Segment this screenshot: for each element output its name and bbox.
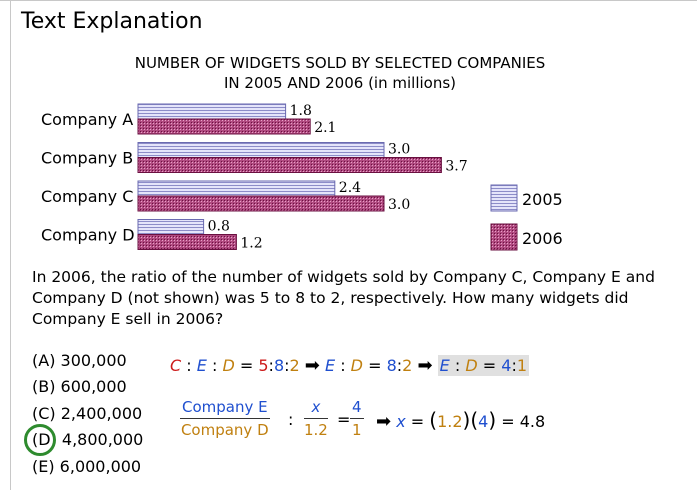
bar-value-label: 3.0 — [388, 142, 410, 158]
frame-left-border — [10, 0, 11, 490]
fraction-company-e-over-d: Company E Company D — [180, 398, 270, 439]
bar-2005 — [137, 142, 385, 158]
equals-symbol: = — [337, 410, 351, 429]
category-label: Company D — [41, 226, 135, 245]
question-text: In 2006, the ratio of the number of widg… — [32, 268, 655, 328]
colon-symbol: : — [288, 410, 294, 429]
fraction-x-over-1-2: x 1.2 — [304, 398, 328, 439]
bar-value-label: 1.2 — [240, 236, 262, 252]
category-label: Company C — [41, 187, 133, 206]
legend-label: 2005 — [522, 190, 563, 209]
answer-choice-d[interactable]: (D) 4,800,000 — [32, 430, 144, 449]
bar-value-label: 3.7 — [445, 159, 467, 175]
legend-label: 2006 — [522, 229, 563, 248]
bar-2006 — [137, 195, 385, 212]
legend-swatch-2006 — [490, 223, 518, 251]
arrow-icon: ➡ — [417, 355, 433, 376]
final-calculation: ➡ x = (1.2)(4) = 4.8 — [376, 408, 546, 432]
answer-choice-e[interactable]: (E) 6,000,000 — [32, 457, 142, 476]
ratio-derivation: C : E : D = 5:8:2 ➡ E : D = 8:2 ➡ E : D … — [170, 355, 530, 376]
bar-value-label: 3.0 — [388, 197, 410, 213]
simplified-ratio-highlight: E : D = 4:1 — [437, 355, 530, 376]
chart-title-line-1: NUMBER OF WIDGETS SOLD BY SELECTED COMPA… — [134, 54, 546, 72]
answer-choice-a[interactable]: (A) 300,000 — [32, 351, 127, 370]
answer-choice-b[interactable]: (B) 600,000 — [32, 377, 127, 396]
bar-2006 — [137, 118, 311, 135]
bar-2005 — [137, 180, 336, 197]
bar-value-label: 1.8 — [290, 103, 312, 119]
bar-value-label: 2.4 — [339, 180, 361, 196]
category-label: Company B — [41, 149, 133, 168]
bar-chart: Company A 1.82.1 Company B 3.0 3.7 Company C 2… — [41, 103, 563, 252]
legend-swatch-2005 — [490, 184, 518, 212]
bar-2006 — [137, 157, 442, 173]
bar-2006 — [137, 234, 237, 250]
correct-answer-circle — [24, 424, 56, 456]
arrow-icon: ➡ — [376, 411, 392, 432]
bar-value-label: 0.8 — [208, 219, 230, 235]
chart-title-line-2: IN 2005 AND 2006 (in millions) — [223, 74, 457, 92]
frame-top-border — [0, 0, 697, 1]
bar-2005 — [137, 103, 287, 120]
category-label: Company A — [41, 110, 133, 129]
answer-choice-c[interactable]: (C) 2,400,000 — [32, 404, 143, 423]
fraction-4-over-1: 4 1 — [350, 398, 364, 439]
page-title: Text Explanation — [21, 9, 203, 34]
bar-2005 — [137, 219, 205, 235]
bar-value-label: 2.1 — [314, 120, 336, 136]
arrow-icon: ➡ — [304, 355, 320, 376]
